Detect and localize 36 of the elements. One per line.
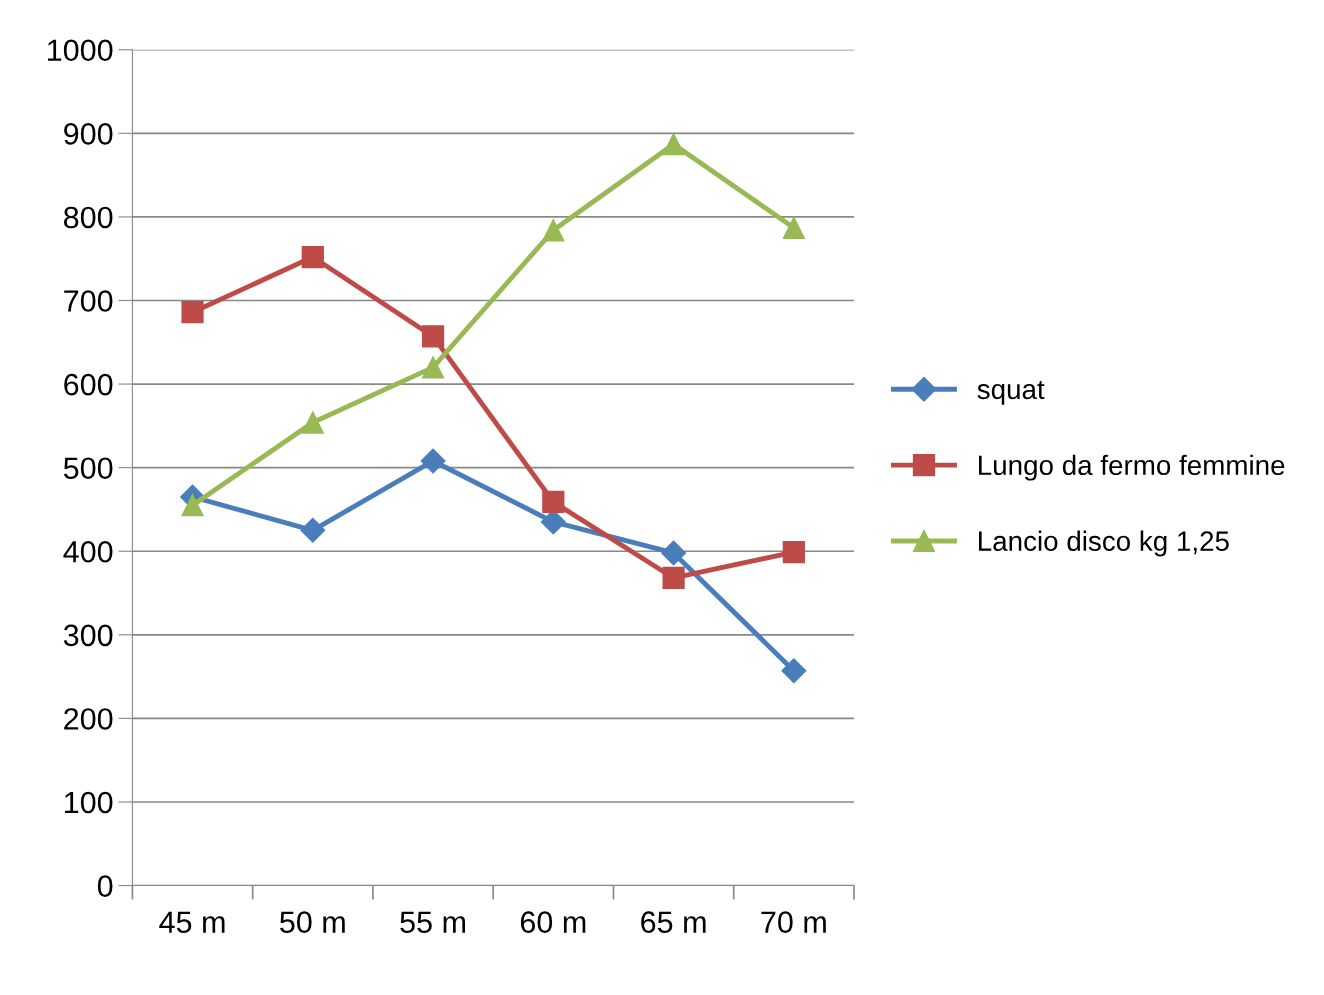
y-tick-label: 300 bbox=[63, 624, 113, 647]
y-tick-label: 0 bbox=[97, 875, 113, 897]
y-tick-label: 100 bbox=[65, 791, 113, 814]
point bbox=[181, 494, 204, 517]
y-tick-label: 900 bbox=[64, 123, 113, 145]
point bbox=[301, 411, 324, 434]
y-tick-label: 700 bbox=[64, 290, 113, 312]
x-tick-label: 65 m bbox=[641, 911, 706, 933]
point bbox=[181, 301, 204, 324]
y-tick-label: 400 bbox=[63, 540, 113, 563]
point bbox=[781, 658, 807, 684]
point bbox=[662, 566, 685, 590]
x-tick-label: 55 m bbox=[400, 911, 466, 933]
x-tick-label: 60 m bbox=[520, 911, 586, 933]
legend-label: Lancio disco kg 1,25 bbox=[979, 530, 1229, 557]
point bbox=[782, 216, 805, 239]
point bbox=[542, 219, 565, 242]
point bbox=[421, 356, 445, 379]
y-tick-label: 1000 bbox=[48, 39, 113, 62]
legend-label: squat bbox=[977, 380, 1045, 405]
x-tick-label: 45 m bbox=[159, 911, 225, 933]
y-tick-label: 500 bbox=[63, 457, 113, 480]
legend-label: Lungo da fermo femmine bbox=[979, 454, 1285, 481]
point bbox=[542, 490, 565, 514]
y-tick-label: 200 bbox=[64, 708, 113, 730]
x-tick-label: 50 m bbox=[280, 911, 345, 933]
y-tick-label: 600 bbox=[64, 373, 113, 396]
point bbox=[420, 448, 446, 474]
point bbox=[661, 540, 687, 566]
x-tick-label: 70 m bbox=[761, 911, 826, 933]
point bbox=[662, 133, 685, 156]
y-tick-label: 800 bbox=[64, 206, 113, 229]
point bbox=[300, 517, 326, 543]
point bbox=[301, 245, 324, 269]
point bbox=[782, 540, 805, 564]
point bbox=[421, 325, 445, 348]
